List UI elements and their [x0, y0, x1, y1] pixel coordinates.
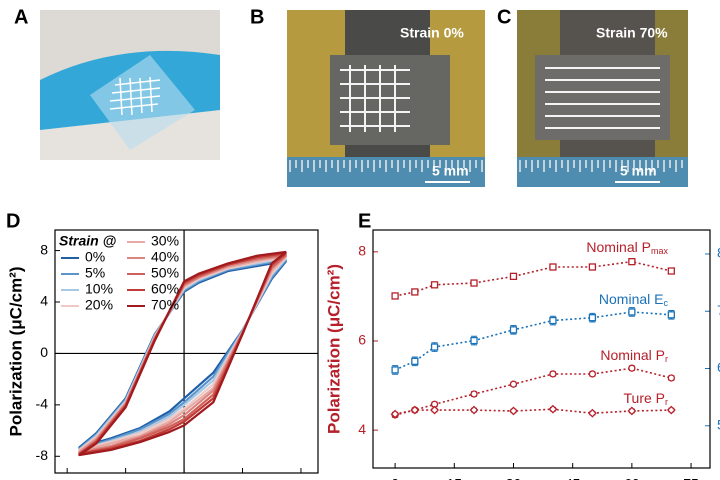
x-tick-label: 45: [565, 476, 581, 480]
point: [549, 370, 557, 378]
point: [391, 366, 399, 374]
y-tick-label: 6: [358, 332, 366, 348]
panel-label: D: [6, 210, 20, 232]
series-label: Ture Pr: [624, 390, 669, 408]
point: [509, 272, 518, 281]
legend-label: 60%: [151, 281, 179, 297]
point: [509, 326, 518, 334]
panel-label: B: [250, 6, 264, 28]
point: [587, 408, 597, 418]
point: [410, 405, 420, 415]
point: [391, 292, 399, 300]
strain-label: Strain 70%: [596, 25, 668, 41]
point: [430, 343, 439, 351]
point: [588, 314, 597, 322]
point: [666, 405, 676, 415]
series-name: Nominal E: [599, 291, 664, 307]
y-tick-label: 8: [40, 241, 48, 257]
series-name: Nominal P: [586, 239, 651, 255]
point: [549, 263, 557, 271]
legend-label: 40%: [151, 249, 179, 265]
point: [430, 405, 439, 415]
point: [548, 404, 558, 414]
x-tick-label: 15: [447, 476, 463, 480]
legend-label: 20%: [85, 297, 113, 313]
legend-label: 50%: [151, 265, 179, 281]
y-tick-label: 4: [40, 293, 48, 309]
series-name-sub: max: [651, 246, 669, 256]
scale-label: 5 mm: [620, 163, 657, 179]
y-tick-label: 4: [358, 421, 366, 437]
point: [430, 281, 439, 289]
series-line: [394, 260, 672, 297]
point: [470, 279, 478, 287]
point: [411, 357, 419, 365]
point: [628, 257, 636, 266]
series-name-sub: r: [665, 354, 668, 364]
scale-label: 5 mm: [432, 163, 469, 179]
legend-label: 30%: [151, 233, 179, 249]
y2-tick-label: 72: [717, 302, 720, 318]
point: [627, 406, 637, 416]
x-tick-label: 60: [624, 476, 640, 480]
panel-label: E: [358, 210, 371, 232]
legend-label: 5%: [85, 265, 105, 281]
point: [667, 374, 675, 382]
x-tick-label: 30: [506, 476, 522, 480]
series-label: Nominal Pmax: [586, 239, 668, 257]
x-tick-label: 0: [391, 476, 399, 480]
series-label: Nominal Pr: [600, 347, 668, 365]
plot-frame: [372, 229, 711, 469]
series-name-sub: c: [664, 298, 669, 308]
panel-label: A: [14, 6, 28, 28]
y2-tick-label: 80: [717, 245, 720, 261]
photo-a: [40, 10, 220, 160]
point: [509, 406, 518, 416]
series-line: [78, 250, 287, 457]
x-tick-label: 75: [683, 476, 699, 480]
y-tick-label: 8: [358, 243, 366, 259]
plot-frame: [54, 229, 319, 474]
point: [588, 263, 597, 271]
point: [470, 390, 478, 398]
legend-title: Strain @: [59, 233, 117, 249]
series-label: Nominal Ec: [599, 291, 669, 309]
point: [628, 308, 636, 316]
point: [588, 370, 597, 378]
legend-label: 10%: [85, 281, 113, 297]
photo-b: [287, 10, 485, 187]
strain-label: Strain 0%: [400, 25, 464, 41]
y-axis-label: Polarization (μC/cm²): [6, 266, 25, 436]
y-tick-label: -4: [36, 396, 49, 412]
photo-c: [517, 10, 688, 187]
y2-tick-label: 64: [717, 359, 720, 375]
series-name: Ture P: [624, 390, 666, 406]
legend-label: 0%: [85, 249, 105, 265]
point: [628, 364, 636, 372]
panel-label: C: [497, 6, 511, 28]
y-tick-label: -8: [36, 447, 49, 463]
point: [469, 405, 479, 415]
point: [667, 311, 675, 319]
series-name-sub: r: [665, 397, 668, 407]
y-axis-label: Polarization (μC/cm²): [324, 264, 343, 434]
series-name: Nominal P: [600, 347, 665, 363]
point: [411, 288, 419, 296]
point: [667, 267, 675, 275]
point: [549, 316, 557, 325]
point: [390, 409, 400, 419]
legend-label: 70%: [151, 297, 179, 313]
y2-tick-label: 56: [717, 416, 720, 432]
y-tick-label: 0: [40, 344, 48, 360]
point: [470, 336, 478, 345]
point: [509, 380, 518, 388]
